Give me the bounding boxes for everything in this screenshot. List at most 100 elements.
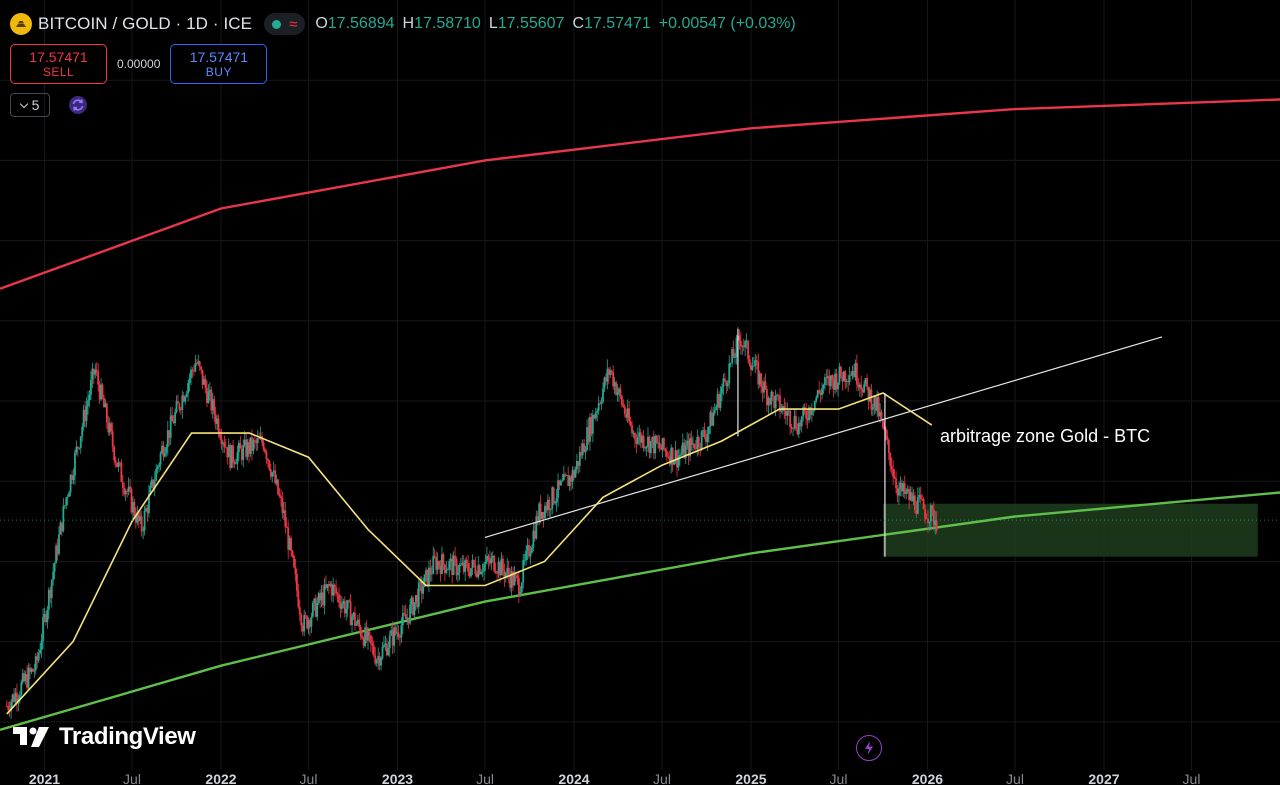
candle-body bbox=[935, 520, 938, 531]
candle-body bbox=[383, 645, 385, 647]
candle-body bbox=[866, 378, 868, 387]
candle-body bbox=[886, 436, 889, 440]
spread-value: 0.00000 bbox=[117, 57, 161, 71]
candle-body bbox=[612, 371, 615, 387]
candle-body bbox=[124, 490, 127, 495]
candle-body bbox=[446, 569, 449, 571]
candle-body bbox=[252, 440, 255, 451]
candle-body bbox=[306, 616, 308, 629]
candle-body bbox=[362, 638, 365, 646]
candle-body bbox=[317, 593, 320, 604]
candle-body bbox=[694, 448, 697, 450]
candle-body bbox=[101, 384, 104, 398]
candle-body bbox=[33, 670, 36, 672]
candle-body bbox=[401, 613, 404, 626]
candle-body bbox=[845, 380, 848, 382]
candle-body bbox=[905, 491, 908, 494]
candle-body bbox=[860, 384, 863, 390]
candle-body bbox=[320, 592, 323, 601]
candle-body bbox=[307, 620, 310, 629]
candle-body bbox=[55, 545, 57, 564]
symbol-title[interactable]: BITCOIN / GOLD · 1D · ICE bbox=[38, 14, 253, 33]
candle-body bbox=[678, 454, 681, 457]
candle-body bbox=[896, 488, 899, 496]
candle-body bbox=[924, 508, 926, 519]
candle-body bbox=[300, 614, 303, 626]
candle-body bbox=[182, 395, 185, 402]
market-status[interactable]: ≈ bbox=[264, 13, 306, 35]
candle-body bbox=[567, 475, 570, 487]
candle-body bbox=[81, 426, 84, 437]
lightning-icon[interactable] bbox=[856, 735, 882, 761]
candle-body bbox=[226, 447, 229, 458]
candle-body bbox=[541, 511, 543, 519]
gold-coin-icon[interactable] bbox=[10, 13, 32, 35]
candle-body bbox=[915, 510, 918, 514]
candle-body bbox=[729, 362, 732, 364]
candle-body bbox=[42, 617, 44, 642]
candle-body bbox=[355, 623, 358, 626]
candle-body bbox=[912, 495, 915, 502]
candle-body bbox=[188, 378, 191, 384]
candle-body bbox=[642, 436, 645, 449]
time-axis[interactable]: 2021 Jul 2022 Jul 2023 Jul 2024 Jul 2025 Jul 2026 J… bbox=[0, 770, 1280, 785]
candle-body bbox=[584, 449, 587, 453]
candle-body bbox=[256, 438, 259, 444]
candle-body bbox=[200, 366, 203, 371]
candle-body bbox=[867, 386, 870, 402]
candle-body bbox=[168, 430, 171, 438]
candle-body bbox=[613, 382, 616, 387]
candle-body bbox=[403, 613, 406, 615]
sell-button[interactable]: 17.57471 SELL bbox=[10, 44, 107, 84]
candle-body bbox=[874, 395, 877, 411]
candle-body bbox=[249, 437, 252, 454]
candle-body bbox=[269, 469, 272, 477]
candle-body bbox=[632, 432, 635, 434]
candle-body bbox=[517, 578, 520, 596]
candle-body bbox=[634, 432, 636, 440]
candle-body bbox=[432, 555, 435, 574]
indicators-collapse-button[interactable]: 5 bbox=[10, 93, 50, 117]
candle-body bbox=[929, 505, 932, 522]
candle-body bbox=[520, 582, 523, 593]
candle-body bbox=[262, 442, 265, 450]
candle-body bbox=[217, 418, 220, 434]
candle-body bbox=[290, 538, 293, 551]
tradingview-logo[interactable]: TradingView bbox=[13, 723, 196, 751]
candle-body bbox=[620, 395, 623, 405]
candle-body bbox=[507, 567, 510, 576]
candle-body bbox=[834, 373, 837, 390]
buy-button[interactable]: 17.57471 BUY bbox=[170, 44, 268, 84]
candle-body bbox=[336, 593, 339, 595]
candle-body bbox=[644, 447, 646, 449]
candle-body bbox=[512, 571, 514, 586]
candle-body bbox=[53, 563, 56, 572]
candle-body bbox=[876, 397, 879, 411]
indicator-row: 5 bbox=[10, 93, 88, 117]
candle-body bbox=[229, 444, 232, 469]
candle-body bbox=[700, 430, 703, 449]
candle-body bbox=[358, 619, 361, 628]
candle-body bbox=[210, 389, 213, 411]
candle-body bbox=[504, 572, 507, 579]
candle-body bbox=[388, 635, 391, 649]
candle-body bbox=[870, 389, 873, 410]
candle-body bbox=[97, 371, 100, 385]
candle-body bbox=[59, 522, 62, 535]
candle-body bbox=[461, 562, 464, 565]
candle-body bbox=[195, 363, 198, 364]
candle-body bbox=[301, 625, 304, 632]
candle-body bbox=[774, 395, 777, 409]
candle-body bbox=[683, 442, 686, 459]
candle-body bbox=[580, 452, 583, 456]
candle-body bbox=[284, 510, 287, 527]
candle-body bbox=[37, 653, 40, 661]
candle-body bbox=[744, 341, 747, 348]
candle-body bbox=[90, 379, 92, 395]
sync-icon[interactable] bbox=[68, 95, 88, 115]
candle-body bbox=[674, 450, 677, 462]
candle-body bbox=[796, 428, 799, 435]
candle-body bbox=[311, 602, 314, 617]
candle-body bbox=[869, 389, 871, 402]
